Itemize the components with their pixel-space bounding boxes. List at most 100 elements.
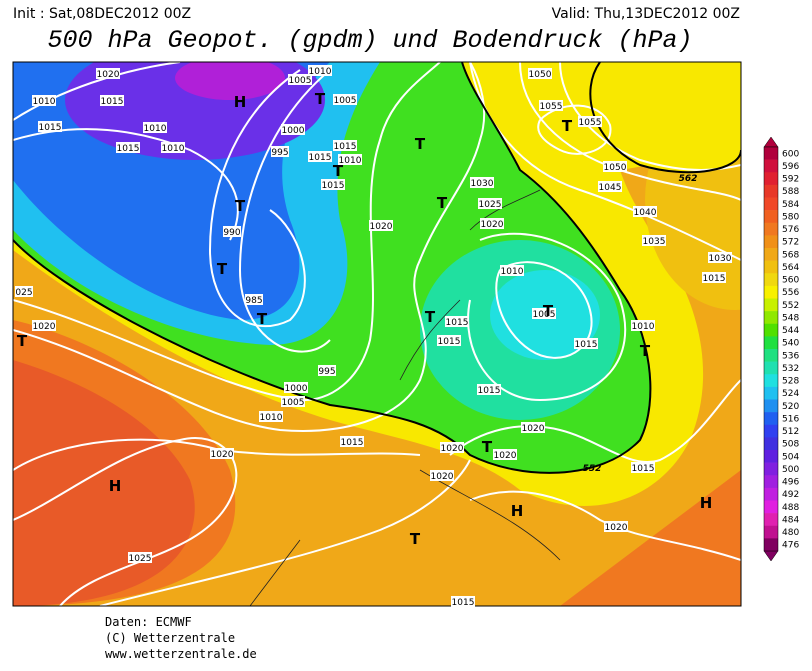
pressure-center: T <box>333 162 344 180</box>
colorbar-swatch <box>764 513 778 527</box>
isobar-label: 1050 <box>529 70 552 80</box>
isobar <box>13 62 441 402</box>
isobar-label: 1020 <box>494 451 517 461</box>
isobar-label: 1015 <box>117 144 140 154</box>
isobar-label-bg <box>470 177 494 188</box>
isobar <box>449 379 741 463</box>
isobar-label-bg <box>38 121 62 132</box>
isobar-label-bg <box>480 218 504 229</box>
colorbar-label: 580 <box>782 212 799 222</box>
colorbar-label: 524 <box>782 389 799 399</box>
colorbar-swatch <box>764 462 778 476</box>
isobar-label-bg <box>451 596 475 607</box>
colorbar-label: 556 <box>782 288 799 298</box>
isobar-label: 1020 <box>481 220 504 230</box>
isobar-label: 1015 <box>341 438 364 448</box>
isobar-label-bg <box>308 65 332 76</box>
pressure-center: T <box>235 197 246 215</box>
colorbar-swatch <box>764 487 778 501</box>
isobar-label-bg <box>340 436 364 447</box>
isobar-label: 1025 <box>479 200 502 210</box>
colorbar-swatch <box>764 248 778 261</box>
isobar-label: 1045 <box>599 183 622 193</box>
isobar-label: 1010 <box>501 267 524 277</box>
colorbar-swatch <box>764 374 778 388</box>
isobar-label-bg <box>631 462 655 473</box>
colorbar-label: 564 <box>782 263 799 273</box>
isobar-label-bg <box>333 140 357 151</box>
isobar-label: 1015 <box>101 97 124 107</box>
isobar-label-bg <box>631 320 655 331</box>
isobar-label: 1020 <box>211 450 234 460</box>
field-magenta <box>175 62 285 100</box>
isobar-label: 1005 <box>533 310 556 320</box>
colorbar-swatch <box>764 147 778 160</box>
colorbar-label: 488 <box>782 503 799 513</box>
isobar-label-bg <box>32 320 56 331</box>
colorbar-label: 596 <box>782 162 799 172</box>
pressure-center: T <box>257 310 268 328</box>
colorbar-swatch <box>764 475 778 489</box>
isobar <box>238 69 331 353</box>
isobar-label: 1015 <box>632 464 655 474</box>
isobar-label-bg <box>430 470 454 481</box>
isobar-label: 1005 <box>334 96 357 106</box>
isobar <box>13 62 486 432</box>
isobar-label-bg <box>259 411 283 422</box>
colorbar-swatch <box>764 184 778 198</box>
coastline <box>249 189 561 606</box>
contour-560 <box>589 62 741 174</box>
colorbar-swatch <box>764 222 778 236</box>
isobar-label-bg <box>32 95 56 106</box>
isobar-label-bg <box>708 252 732 263</box>
colorbar-label: 600 <box>782 149 799 159</box>
colorbar-label: 516 <box>782 414 799 424</box>
isobar-label-bg <box>128 552 152 563</box>
isobar-label-bg <box>15 286 33 297</box>
isobar-label-bg <box>477 384 501 395</box>
isobar <box>469 490 741 561</box>
footer-line: www.wetterzentrale.de <box>105 647 257 661</box>
colorbar-frame <box>763 146 779 552</box>
colorbar-swatch <box>764 273 778 287</box>
isobar-label: 1010 <box>309 67 332 77</box>
map-frame <box>12 61 742 607</box>
isobar-label: 1020 <box>441 444 464 454</box>
isobar-label: 1015 <box>452 598 475 608</box>
isobar <box>13 62 181 121</box>
colorbar-swatch <box>764 500 778 514</box>
map-title: 500 hPa Geopot. (gpdm) und Bodendruck (h… <box>47 26 692 55</box>
isobar-label-bg <box>333 94 357 105</box>
height-label: 562 <box>679 174 698 184</box>
footer-line: Daten: ECMWF <box>105 615 192 629</box>
isobar-label: 1030 <box>471 179 494 189</box>
colorbar-label: 560 <box>782 276 799 286</box>
isobar-label-bg <box>702 272 726 283</box>
isobar-label: 1015 <box>438 337 461 347</box>
colorbar-swatch <box>764 525 778 539</box>
isobar-label-bg <box>445 316 469 327</box>
map-field <box>13 62 741 606</box>
pressure-center: T <box>315 90 326 108</box>
isobar-label: 1010 <box>632 322 655 332</box>
colorbar-label: 528 <box>782 377 799 387</box>
colorbar-label: 500 <box>782 465 799 475</box>
contour-552 <box>13 62 652 474</box>
isobar-label: 1015 <box>309 153 332 163</box>
isobar-label: 1020 <box>33 322 56 332</box>
colorbar-label: 476 <box>782 541 799 551</box>
isobar-label-bg <box>338 154 362 165</box>
isobar-label: 1020 <box>431 472 454 482</box>
isobar-label: 1005 <box>282 398 305 408</box>
isobar-label-bg <box>210 448 234 459</box>
colorbar-label: 520 <box>782 402 799 412</box>
colorbar-swatch <box>764 311 778 325</box>
colorbar-label: 576 <box>782 225 799 235</box>
isobar-label-bg <box>603 161 627 172</box>
colorbar-swatch <box>764 450 778 463</box>
isobar-label: 1020 <box>370 222 393 232</box>
isobar-label-bg <box>369 220 393 231</box>
colorbar-swatch <box>764 361 778 375</box>
isobar-label: 025 <box>15 288 32 298</box>
